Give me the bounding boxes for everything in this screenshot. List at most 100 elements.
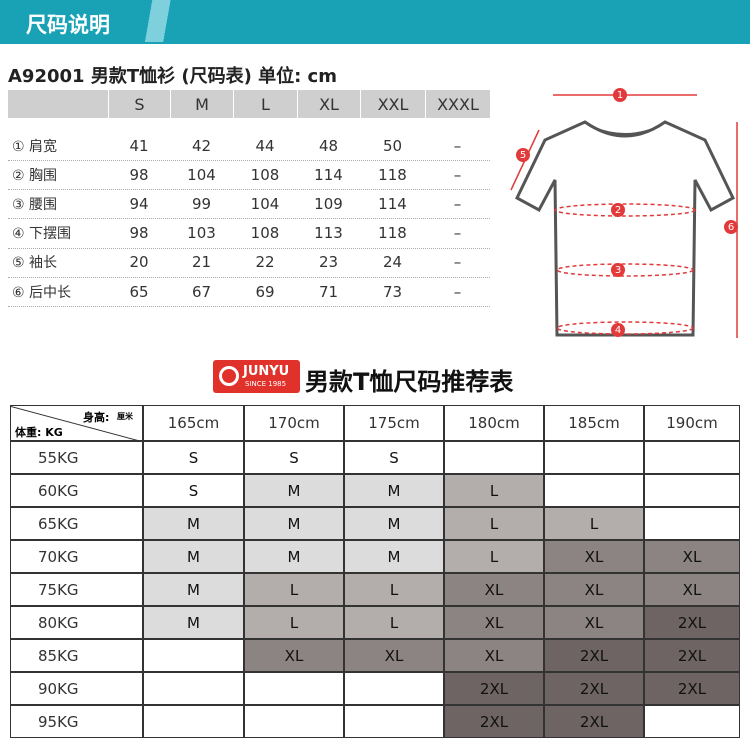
size-cell: M	[143, 606, 244, 639]
size-cell: 2XL	[444, 705, 544, 738]
size-cell: M	[344, 507, 444, 540]
size-cell: L	[444, 474, 544, 507]
size-cell: 2XL	[644, 606, 740, 639]
size-cell	[644, 441, 740, 474]
size-cell: S	[344, 441, 444, 474]
size-cell: XL	[444, 639, 544, 672]
height-header: 185cm	[544, 405, 644, 441]
row-label: ⑥ 后中长	[12, 284, 72, 301]
size-cell: 104	[187, 165, 216, 184]
diagram-marker: 1	[613, 88, 627, 102]
size-cell: XL	[244, 639, 344, 672]
size-cell: 20	[129, 253, 149, 272]
height-unit: 厘米	[117, 412, 133, 421]
size-header: L	[233, 90, 297, 118]
weight-cell: 80KG	[10, 606, 143, 639]
row-separator	[8, 160, 490, 161]
size-cell: M	[244, 507, 344, 540]
logo-since: SINCE 1985	[245, 380, 287, 388]
row-separator	[8, 276, 490, 278]
size-cell: L	[344, 606, 444, 639]
size-cell: 23	[318, 253, 339, 272]
size-cell	[244, 705, 344, 738]
size-cell: M	[344, 540, 444, 573]
size-cell: –	[453, 253, 462, 272]
size-cell: 73	[382, 282, 403, 301]
size-cell: 44	[255, 136, 275, 155]
banner-line	[0, 42, 750, 44]
size-cell: L	[344, 573, 444, 606]
size-cell	[344, 705, 444, 738]
size-cell: XL	[444, 606, 544, 639]
size-cell: L	[544, 507, 644, 540]
row-label: ② 胸围	[12, 167, 58, 184]
row-separator	[8, 189, 490, 191]
tshirt-diagram	[510, 94, 738, 338]
size-cell: 2XL	[644, 639, 740, 672]
size-cell: 114	[378, 194, 407, 213]
size-cell	[244, 672, 344, 705]
size-cell: M	[143, 573, 244, 606]
size-cell: 98	[129, 224, 149, 243]
diagram-marker: 5	[516, 148, 530, 162]
size-cell: L	[444, 540, 544, 573]
size-cell: 67	[191, 282, 212, 301]
size-cell: 108	[250, 165, 280, 184]
height-header: 180cm	[444, 405, 544, 441]
size-cell	[644, 705, 740, 738]
size-cell: M	[143, 507, 244, 540]
size-cell	[143, 705, 244, 738]
size-cell: XL	[544, 573, 644, 606]
size-cell: XL	[644, 540, 740, 573]
size-cell: –	[453, 194, 462, 213]
row-separator	[8, 218, 490, 220]
logo-name: JUNYU	[243, 364, 290, 379]
banner	[0, 0, 750, 44]
size-cell: S	[143, 441, 244, 474]
size-cell: 21	[191, 253, 212, 272]
size-cell: 113	[314, 224, 343, 243]
size-header: XL	[297, 90, 360, 118]
size-cell: 71	[318, 282, 339, 301]
weight-cell: 65KG	[10, 507, 143, 540]
size-cell: 109	[314, 194, 343, 213]
size-cell	[644, 474, 740, 507]
size-cell: L	[244, 573, 344, 606]
size-header-band	[8, 90, 490, 118]
size-cell: S	[143, 474, 244, 507]
size-cell: 2XL	[544, 672, 644, 705]
diagram-marker: 6	[724, 220, 738, 234]
size-cell: XL	[644, 573, 740, 606]
weight-cell: 90KG	[10, 672, 143, 705]
logo: JUNYU SINCE 1985	[213, 360, 300, 393]
product-title: A92001 男款T恤衫 (尺码表) 单位: cm	[8, 66, 337, 87]
height-header: 190cm	[644, 405, 740, 441]
size-cell: 94	[129, 194, 149, 213]
size-cell: 50	[382, 136, 403, 155]
logo-icon	[219, 366, 239, 386]
weight-cell: 75KG	[10, 573, 143, 606]
size-cell: XL	[544, 606, 644, 639]
size-cell: 48	[318, 136, 339, 155]
size-cell	[143, 672, 244, 705]
height-header: 175cm	[344, 405, 444, 441]
size-cell: M	[143, 540, 244, 573]
banner-title: 尺码说明	[26, 13, 110, 37]
size-cell: 103	[187, 224, 216, 243]
diagram-marker: 2	[611, 203, 625, 217]
height-label: 身高:	[83, 411, 110, 424]
size-cell: 69	[255, 282, 275, 301]
size-cell: 118	[378, 165, 407, 184]
size-cell: 118	[378, 224, 407, 243]
size-header: S	[108, 90, 170, 118]
size-cell: 108	[250, 224, 280, 243]
size-cell: L	[244, 606, 344, 639]
size-cell	[143, 639, 244, 672]
size-cell	[544, 474, 644, 507]
size-cell: S	[244, 441, 344, 474]
row-label: ⑤ 袖长	[12, 255, 58, 272]
size-cell: 99	[191, 194, 212, 213]
size-cell: XL	[544, 540, 644, 573]
size-cell: 2XL	[644, 672, 740, 705]
